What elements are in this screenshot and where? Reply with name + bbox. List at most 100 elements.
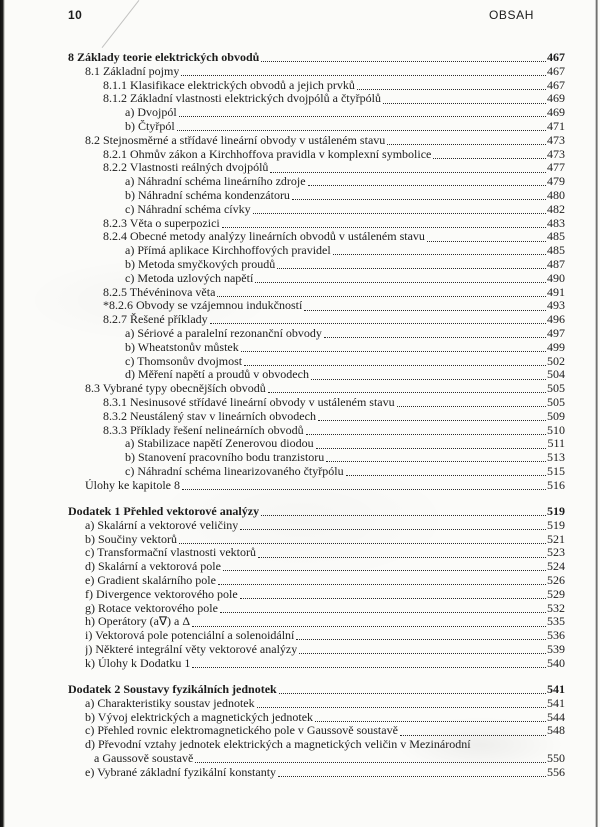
- toc-entry: c) Thomsonův dvojmost 502: [68, 353, 565, 369]
- toc-entry: Úlohy ke kapitole 8 516: [68, 478, 565, 493]
- toc-entry: a) Sériové a paralelní rezonanční obvody…: [68, 326, 565, 341]
- toc-entry: c) Přehled rovnic elektromagnetického po…: [68, 724, 565, 738]
- toc-entry-label: k) Úlohy k Dodatku 1: [85, 656, 191, 670]
- toc-page-number: 513: [547, 450, 565, 465]
- dot-leader: [219, 611, 546, 613]
- toc-entry: 8.3.2 Neustálený stav v lineárních obvod…: [68, 409, 565, 424]
- dot-leader: [255, 282, 546, 284]
- toc-page-number: 477: [547, 160, 565, 175]
- toc-page-number: 483: [547, 215, 565, 230]
- toc-entry: 8.3.1 Nesinusové střídavé lineární obvod…: [68, 394, 565, 410]
- toc-entry-label: d) Převodní vztahy jednotek elektrických…: [85, 738, 471, 752]
- scan-edge-left: [0, 0, 5, 827]
- toc-entry-label: a) Dvojpól: [125, 106, 177, 120]
- toc-page-number: 485: [547, 229, 565, 244]
- toc-entry: 8.2.1 Ohmův zákon a Kirchhoffova pravidl…: [68, 146, 565, 162]
- toc-entry-label: 8.1.2 Základní vlastnosti elektrických d…: [103, 92, 381, 106]
- toc-entry-label: d) Měření napětí a proudů v obvodech: [125, 368, 309, 382]
- toc-page-number: 490: [547, 270, 565, 285]
- toc-entry-label: e) Vybrané základní fyzikální konstanty: [85, 765, 277, 779]
- toc-page-number: 524: [547, 559, 565, 574]
- dot-leader: [239, 598, 546, 600]
- toc-entry: Dodatek 2 Soustavy fyzikálních jednotek 5…: [68, 682, 565, 697]
- toc-entry: 8.2.5 Thévéninova věta 491: [68, 285, 565, 300]
- toc-entry: 8.3.3 Příklady řešení nelineárních obvod…: [68, 423, 565, 438]
- toc-entry: 8.2.2 Vlastnosti reálných dvojpólů 477: [68, 161, 565, 175]
- toc-page-number: 511: [547, 436, 565, 451]
- dot-leader: [326, 461, 546, 463]
- toc-entry-label: Úlohy ke kapitole 8: [85, 478, 180, 492]
- dot-leader: [267, 392, 546, 394]
- toc-page-number: 502: [547, 353, 565, 368]
- toc-entry-label: c) Náhradní schéma linearizovaného čtyřp…: [125, 464, 344, 478]
- toc-page-number: 471: [547, 118, 565, 133]
- dot-leader: [305, 433, 546, 435]
- toc-entry-label: e) Gradient skalárního pole: [85, 573, 216, 587]
- toc-page-number: 505: [547, 394, 565, 409]
- dot-leader: [299, 653, 546, 655]
- toc-entry-label: Dodatek 1 Přehled vektorové analýzy: [68, 505, 260, 518]
- toc-entry: c) Náhradní schéma linearizovaného čtyřp…: [68, 463, 565, 479]
- toc-entry-label: a) Náhradní schéma lineárního zdroje: [125, 175, 306, 189]
- toc-entry-label: a Gaussově soustavě: [94, 752, 194, 766]
- dot-leader: [261, 515, 546, 517]
- toc-entry-label: a) Sériové a paralelní rezonanční obvody: [125, 326, 322, 340]
- toc-entry: 8 Základy teorie elektrických obvodů 467: [68, 50, 565, 65]
- toc-entry: f) Divergence vektorového pole 529: [68, 587, 565, 602]
- toc-entry-label: a) Skalární a vektorové veličiny: [85, 518, 239, 532]
- toc-entry: g) Rotace vektorového pole 532: [68, 601, 565, 616]
- toc-entry-label: *8.2.6 Obvody se vzájemnou indukčností: [103, 299, 303, 313]
- dot-leader: [277, 268, 546, 270]
- toc-entry: i) Vektorová pole potenciální a solenoid…: [68, 628, 565, 643]
- dot-leader: [209, 323, 546, 325]
- dot-leader: [332, 254, 546, 256]
- toc-page-number: 482: [547, 201, 565, 216]
- dot-leader: [178, 116, 546, 118]
- dot-leader: [181, 75, 546, 77]
- toc-page-number: 556: [547, 764, 565, 779]
- toc-entry: 8.2.4 Obecné metody analýzy lineárních o…: [68, 230, 565, 244]
- dot-leader: [399, 734, 546, 736]
- toc-entry: a) Charakteristiky soustav jednotek 541: [68, 696, 565, 711]
- toc-entry: 8.3 Vybrané typy obecnějších obvodů 505: [68, 381, 565, 396]
- toc-entry: a) Náhradní schéma lineárního zdroje 479: [68, 174, 565, 189]
- toc-entry-label: 8.2.5 Thévéninova věta: [103, 285, 216, 299]
- toc-page-number: 521: [547, 531, 565, 546]
- toc-entry: b) Stanovení pracovního bodu tranzistoru…: [68, 450, 565, 465]
- dot-leader: [315, 447, 547, 449]
- dot-leader: [222, 570, 546, 572]
- toc-page-number: 473: [547, 146, 565, 161]
- toc-entry-label: g) Rotace vektorového pole: [85, 601, 218, 615]
- toc-page-number: 480: [547, 187, 565, 202]
- toc-entry: j) Některé integrální věty vektorové ana…: [68, 642, 565, 657]
- dot-leader: [296, 639, 546, 641]
- toc-entry-label: h) Operátory (a∇) a Δ: [85, 615, 191, 629]
- dot-leader: [257, 556, 546, 558]
- dot-leader: [278, 776, 546, 778]
- toc-page-number: 505: [547, 381, 565, 396]
- toc-entry: a) Stabilizace napětí Zenerovou diodou 51…: [68, 437, 565, 451]
- dot-leader: [291, 199, 546, 201]
- toc-entry: c) Transformační vlastnosti vektorů 523: [68, 546, 565, 560]
- toc-entry: e) Vybrané základní fyzikální konstanty 5…: [68, 764, 565, 780]
- toc-page-number: 519: [547, 504, 565, 518]
- toc-entry-label: c) Přehled rovnic elektromagnetického po…: [85, 724, 398, 738]
- toc-page-number: 487: [547, 256, 565, 271]
- dot-leader: [307, 185, 546, 187]
- toc-entry-label: c) Metoda uzlových napětí: [125, 271, 254, 285]
- toc-entry-label: 8.3.1 Nesinusové střídavé lineární obvod…: [103, 395, 395, 409]
- toc-entry-label: 8.2.2 Vlastnosti reálných dvojpólů: [103, 161, 269, 175]
- dot-leader: [221, 226, 546, 228]
- toc-list: 8 Základy teorie elektrických obvodů 467 8…: [68, 50, 565, 780]
- toc-entry-label: c) Thomsonův dvojmost: [125, 354, 243, 368]
- toc-page-number: 550: [547, 751, 565, 766]
- toc-page-number: 515: [547, 463, 565, 478]
- toc-page-number: 479: [547, 174, 565, 189]
- toc-entry-label: b) Vývoj elektrických a magnetických jed…: [85, 710, 314, 724]
- toc-entry-label: b) Stanovení pracovního bodu tranzistoru: [125, 451, 325, 465]
- dot-leader: [317, 420, 546, 422]
- toc-entry-label: b) Součiny vektorů: [85, 532, 177, 546]
- toc-entry: b) Součiny vektorů 521: [68, 531, 565, 547]
- dot-leader: [356, 88, 546, 90]
- toc-entry-label: j) Některé integrální věty vektorové ana…: [85, 642, 298, 656]
